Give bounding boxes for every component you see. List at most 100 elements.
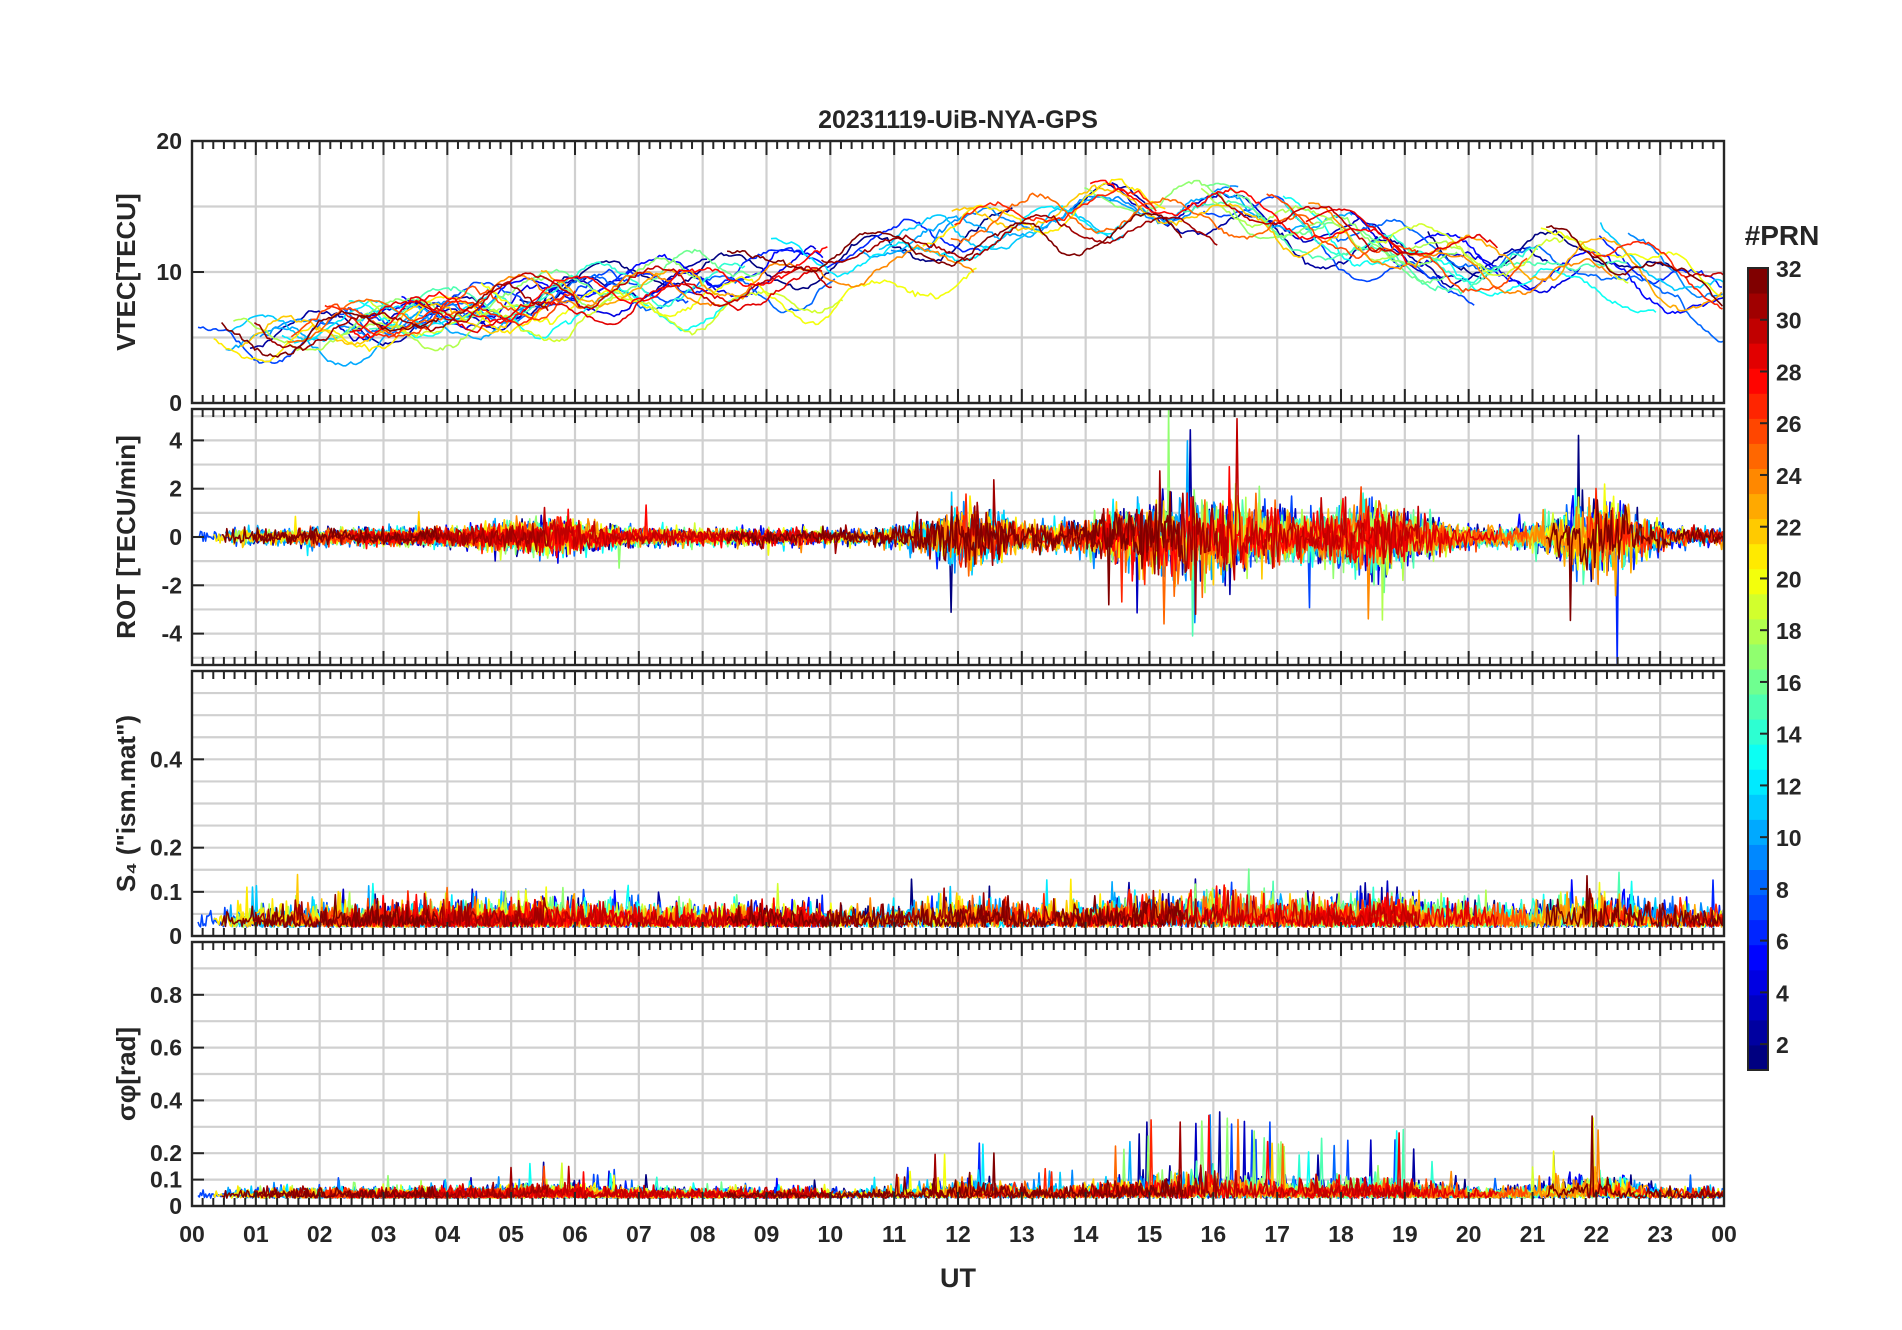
x-tick-label: 17: [1264, 1221, 1290, 1247]
series-line-prn-32: [221, 1185, 439, 1199]
colorbar-tick-label: 6: [1776, 929, 1789, 955]
colorbar-title: #PRN: [1745, 220, 1820, 251]
colorbar-segment: [1748, 393, 1768, 419]
colorbar-segment: [1748, 368, 1768, 394]
colorbar-segment: [1748, 869, 1768, 896]
colorbar-tick-label: 4: [1776, 980, 1789, 1006]
colorbar-tick-label: 8: [1776, 877, 1789, 903]
colorbar-tick-label: 12: [1776, 773, 1802, 799]
x-tick-label: 06: [562, 1221, 588, 1247]
series-line-prn-30: [1215, 192, 1419, 256]
y-tick-label: 0: [169, 524, 182, 550]
x-tick-labels: 00 01 02 03 04 05 06 07 08 09 10 11 12 13 14 15 16 17 18 19…: [179, 1221, 1737, 1247]
x-tick-label: 23: [1647, 1221, 1673, 1247]
y-tick-label: 0: [169, 1193, 182, 1219]
series-line-prn-22: [951, 184, 1351, 259]
series-line-prn-16: [530, 248, 761, 297]
series-line-prn-30: [1684, 524, 1724, 547]
colorbar-tick-label: 28: [1776, 359, 1802, 385]
series-line-prn-32: [726, 1152, 1184, 1199]
series-line-prn-8: [1330, 218, 1724, 343]
y-tick-label: 0: [169, 923, 182, 949]
series-line-prn-29: [1305, 892, 1499, 928]
series-group-rot: [197, 409, 1724, 665]
colorbar-segment: [1748, 944, 1768, 971]
colorbar-segment: [1748, 969, 1768, 996]
x-tick-label: 19: [1392, 1221, 1418, 1247]
series-line-prn-23: [540, 268, 746, 308]
series-line-prn-12: [770, 205, 1140, 278]
x-tick-label: 22: [1584, 1221, 1610, 1247]
colorbar-tick-label: 30: [1776, 308, 1802, 334]
x-tick-label: 09: [754, 1221, 780, 1247]
series-line-prn-1: [519, 207, 1013, 305]
x-tick-label: 15: [1137, 1221, 1163, 1247]
x-tick-label: 04: [435, 1221, 461, 1247]
colorbar-segment: [1748, 844, 1768, 870]
x-ticks-rot: [191, 409, 1725, 665]
series-line-prn-25: [287, 298, 485, 343]
series-line-prn-32: [1546, 1115, 1724, 1199]
x-tick-label: 14: [1073, 1221, 1099, 1247]
colorbar-tick-label: 18: [1776, 618, 1802, 644]
series-line-prn-13: [1282, 195, 1657, 314]
y-tick-label: 20: [156, 128, 182, 154]
x-tick-label: 00: [1711, 1221, 1737, 1247]
y-tick-label: 10: [156, 259, 182, 285]
x-tick-label: 03: [371, 1221, 397, 1247]
series-line-prn-9: [1627, 232, 1723, 299]
series-line-prn-21: [213, 295, 551, 363]
series-line-prn-11: [878, 207, 1125, 251]
series-line-prn-17: [1084, 179, 1458, 268]
y-tick-label: 0.8: [150, 982, 182, 1008]
y-axis-label-sigma: σφ[rad]: [111, 1027, 141, 1121]
y-tick-label: -2: [162, 572, 182, 598]
colorbar-segment: [1748, 919, 1768, 946]
series-line-prn-27: [1586, 240, 1723, 310]
colorbar-segment: [1748, 769, 1768, 795]
x-tick-label: 13: [1009, 1221, 1035, 1247]
series-line-prn-28: [351, 246, 828, 339]
y-axis-label-rot: ROT [TECU/min]: [111, 435, 141, 639]
y-tick-label: 0.6: [150, 1035, 182, 1061]
x-tick-label: 21: [1520, 1221, 1546, 1247]
series-line-prn-32: [1545, 875, 1724, 928]
colorbar-segment: [1748, 794, 1768, 820]
series-line-prn-31: [253, 522, 549, 553]
y-tick-label: 0.2: [150, 1140, 182, 1166]
series-line-prn-29: [349, 898, 825, 928]
colorbar-box: [1747, 267, 1769, 1071]
series-line-prn-20: [1540, 227, 1723, 298]
x-tick-label: 11: [882, 1221, 907, 1247]
colorbar-tick-label: 26: [1776, 411, 1802, 437]
series-line-prn-19: [1375, 223, 1629, 284]
y-tick-label: 0.4: [150, 746, 182, 772]
x-tick-label: 02: [307, 1221, 333, 1247]
colorbar-tick-label: 2: [1776, 1032, 1789, 1058]
y-tick-label: 0.1: [150, 879, 182, 905]
series-group-s4: [197, 868, 1724, 928]
y-tick-label: 2: [169, 476, 182, 502]
series-line-prn-32: [220, 310, 440, 358]
series-line-prn-32: [1545, 499, 1724, 622]
colorbar-tick-label: 24: [1776, 463, 1802, 489]
series-line-prn-29: [1305, 208, 1498, 255]
colorbar-segment: [1748, 744, 1768, 770]
y-tick-label: 0.1: [150, 1167, 182, 1193]
colorbar-segment: [1748, 593, 1768, 620]
y-tick-label: 0.4: [150, 1087, 182, 1113]
panel-sigma: 00.10.2 0.4 0.6 0.8 σφ[rad]: [111, 940, 1726, 1219]
colorbar-tick-label: 22: [1776, 515, 1802, 541]
colorbar-segment: [1748, 694, 1768, 720]
colorbar-segment: [1748, 268, 1768, 294]
series-line-prn-32: [1546, 225, 1723, 307]
figure-title: 20231119-UiB-NYA-GPS: [818, 106, 1098, 134]
series-line-prn-30: [415, 265, 832, 323]
colorbar-tick-label: 10: [1776, 825, 1802, 851]
series-group-vtec: [197, 178, 1724, 367]
x-tick-label: 20: [1456, 1221, 1482, 1247]
colorbar-segment: [1748, 894, 1768, 921]
colorbar-segment: [1748, 418, 1768, 444]
colorbar-segment: [1748, 994, 1768, 1021]
